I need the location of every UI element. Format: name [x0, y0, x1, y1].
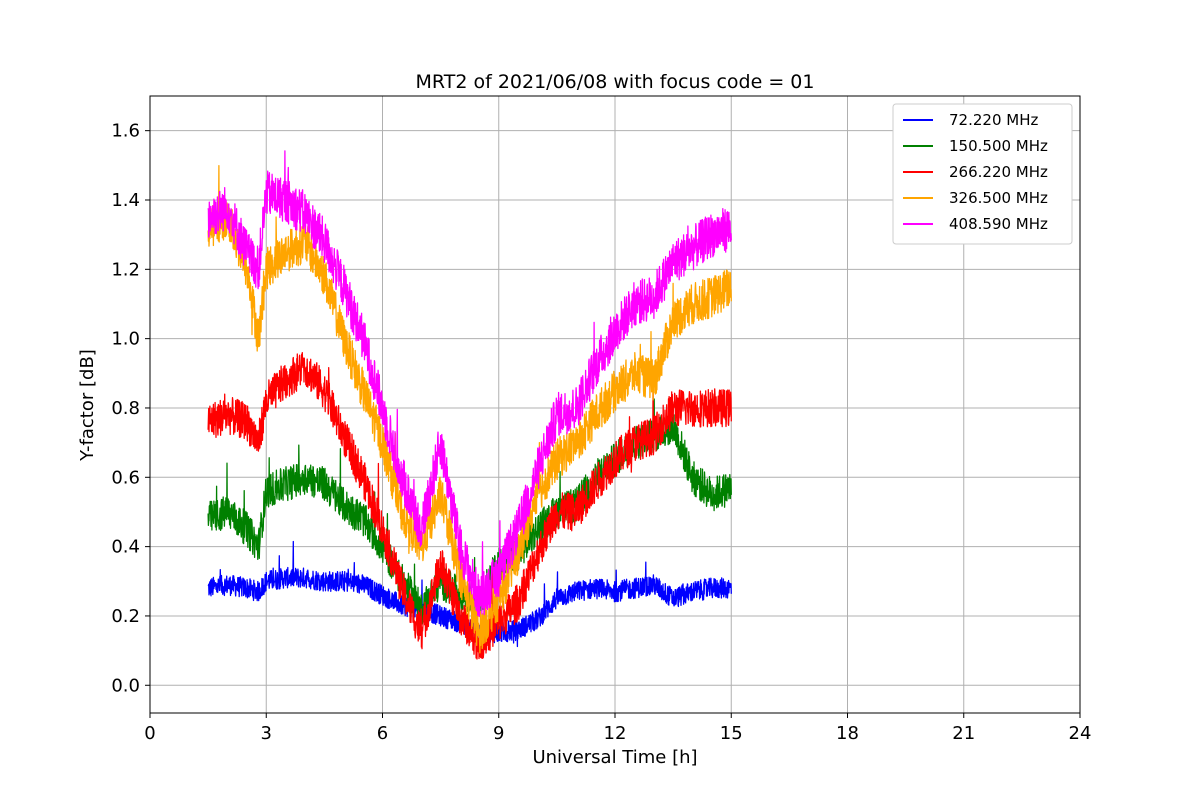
y-tick-label: 1.2 [111, 259, 140, 280]
y-tick-label: 1.4 [111, 190, 140, 211]
legend-label: 326.500 MHz [949, 189, 1048, 207]
legend-label: 150.500 MHz [949, 137, 1048, 155]
series-line [207, 352, 732, 660]
y-tick-label: 0.0 [111, 675, 140, 696]
x-tick-label: 0 [144, 723, 155, 744]
x-tick-label: 12 [604, 723, 627, 744]
legend-label: 266.220 MHz [949, 163, 1048, 181]
series-lines [207, 150, 732, 660]
legend-label: 408.590 MHz [949, 215, 1048, 233]
x-tick-label: 9 [493, 723, 504, 744]
x-tick-label: 15 [720, 723, 743, 744]
y-tick-label: 0.6 [111, 467, 140, 488]
legend: 72.220 MHz 150.500 MHz 266.220 MHz 326.500 … [892, 103, 1073, 245]
x-tick-label: 3 [261, 723, 272, 744]
legend-box [892, 103, 1073, 245]
x-tick-label: 6 [377, 723, 388, 744]
x-axis-ticks: 0 3 6 9 12 15 18 21 24 [144, 713, 1091, 744]
y-tick-label: 1.6 [111, 121, 140, 142]
y-tick-label: 1.0 [111, 329, 140, 350]
y-tick-label: 0.8 [111, 398, 140, 419]
y-tick-label: 0.4 [111, 537, 140, 558]
legend-label: 72.220 MHz [949, 111, 1038, 129]
y-axis-ticks: 0.0 0.2 0.4 0.6 0.8 1.0 1.2 1.4 1.6 [111, 121, 150, 696]
series-line [207, 150, 732, 618]
chart-title: MRT2 of 2021/06/08 with focus code = 01 [416, 71, 815, 93]
y-tick-label: 0.2 [111, 606, 140, 627]
x-tick-label: 21 [952, 723, 975, 744]
series-line [207, 165, 732, 654]
x-tick-label: 18 [836, 723, 859, 744]
y-axis-label: Y-factor [dB] [77, 349, 98, 462]
plot-area [207, 150, 732, 660]
x-tick-label: 24 [1069, 723, 1092, 744]
x-axis-label: Universal Time [h] [532, 747, 697, 768]
